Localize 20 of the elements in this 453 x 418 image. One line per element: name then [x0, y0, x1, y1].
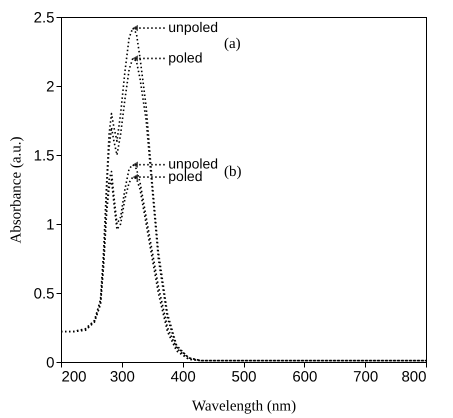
y-tick-label: 0.5 — [34, 286, 54, 302]
x-tick-label: 300 — [110, 368, 135, 386]
x-tick-label: 500 — [231, 368, 257, 386]
y-tick-label: 1 — [46, 216, 54, 234]
annotation: (b) — [224, 164, 242, 180]
x-tick-label: 700 — [353, 368, 378, 386]
y-tick-label: 0 — [46, 354, 54, 372]
legend-label: unpoled — [168, 19, 218, 36]
legend-label: unpoled — [168, 156, 218, 172]
y-tick-label: 2.5 — [34, 10, 54, 26]
y-axis-title: Absorbance (a.u.) — [8, 136, 25, 244]
annotation: (a) — [224, 36, 241, 52]
x-tick-label: 800 — [401, 368, 426, 386]
x-tick-label: 200 — [62, 368, 87, 386]
legend-label: poled — [168, 49, 203, 66]
x-tick-label: 400 — [170, 368, 196, 386]
x-axis-title: Wavelength (nm) — [192, 398, 296, 414]
x-tick-label: 600 — [292, 368, 318, 386]
y-tick-label: 1.5 — [34, 148, 54, 164]
y-tick-label: 2 — [46, 78, 54, 96]
